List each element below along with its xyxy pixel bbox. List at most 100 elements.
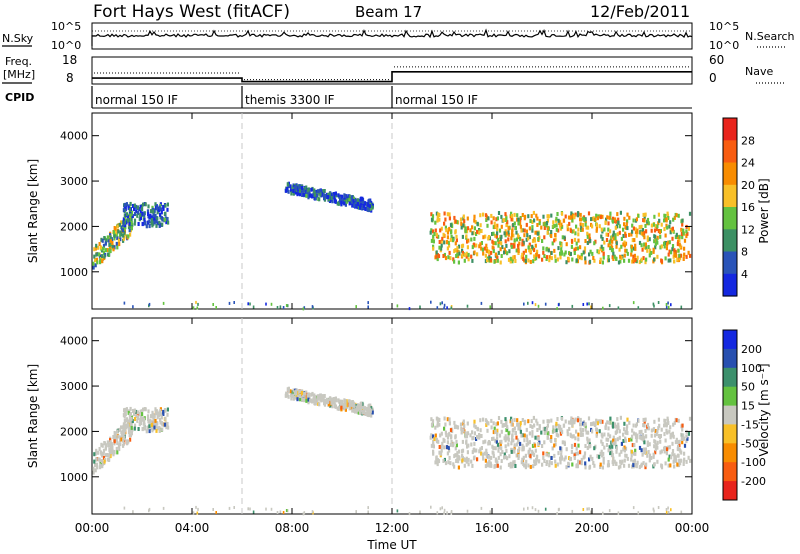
power-cell xyxy=(463,258,466,263)
power-cell xyxy=(162,207,165,211)
velocity-cell xyxy=(525,442,528,447)
power-cell xyxy=(491,239,494,244)
velocity-cell xyxy=(333,397,336,401)
velocity-cell xyxy=(615,424,618,429)
power-cell xyxy=(438,240,441,244)
power-cell xyxy=(608,304,611,308)
power-cell xyxy=(157,221,160,226)
power-cell xyxy=(582,303,585,306)
velocity-cell xyxy=(465,459,468,464)
power-cell xyxy=(510,211,513,216)
power-cell xyxy=(580,256,583,261)
power-cell xyxy=(141,222,144,227)
power-cell xyxy=(330,192,333,197)
power-cell xyxy=(321,189,325,194)
velocity-cell xyxy=(616,437,619,442)
power-cell xyxy=(522,240,525,245)
velocity-cell xyxy=(93,459,96,464)
power-cell xyxy=(669,230,672,235)
power-cell xyxy=(346,198,349,203)
velocity-cell xyxy=(319,397,322,402)
velocity-cell xyxy=(162,506,165,510)
velocity-cell xyxy=(626,417,629,422)
velocity-cell xyxy=(160,415,163,420)
colorbar-tick-label: 15 xyxy=(741,400,755,413)
velocity-cell xyxy=(617,465,621,470)
power-cell xyxy=(448,226,451,231)
velocity-cell xyxy=(445,433,448,438)
velocity-cell xyxy=(286,509,289,513)
power-cell xyxy=(364,201,367,206)
velocity-cell xyxy=(515,435,518,440)
velocity-cell xyxy=(612,438,615,443)
power-cell xyxy=(465,229,469,234)
power-cell xyxy=(303,186,306,191)
power-cell xyxy=(588,259,592,264)
power-cell xyxy=(106,235,109,240)
velocity-cell xyxy=(366,412,369,417)
power-cell xyxy=(650,228,653,233)
power-cell xyxy=(368,198,371,203)
freq-tick-top: 18 xyxy=(62,53,77,67)
velocity-cell xyxy=(654,447,657,452)
power-cell xyxy=(644,242,647,247)
velocity-cell xyxy=(471,436,474,441)
power-cell xyxy=(640,243,643,248)
power-cell xyxy=(571,304,574,308)
velocity-cell xyxy=(623,458,626,463)
velocity-cell xyxy=(434,425,437,430)
power-cell xyxy=(158,205,161,210)
power-cell xyxy=(538,254,541,259)
power-cell xyxy=(362,200,365,204)
velocity-cell xyxy=(683,451,686,456)
power-cell xyxy=(620,236,623,241)
velocity-cell xyxy=(622,439,625,443)
power-cell xyxy=(302,307,305,311)
velocity-cell xyxy=(594,422,597,427)
power-cell xyxy=(663,227,666,232)
velocity-cell xyxy=(436,423,439,428)
velocity-cell xyxy=(166,412,169,417)
velocity-cell xyxy=(457,449,461,454)
velocity-cell xyxy=(451,443,455,448)
power-cell xyxy=(586,234,589,239)
power-cell xyxy=(558,220,561,225)
power-cell xyxy=(97,245,100,250)
power-cell xyxy=(122,233,125,238)
colorbar-tick-label: 50 xyxy=(741,381,755,394)
velocity-cell xyxy=(350,400,354,405)
velocity-cell xyxy=(622,432,625,437)
velocity-cell xyxy=(513,460,516,465)
velocity-cell xyxy=(437,417,440,422)
power-cell xyxy=(115,241,118,246)
power-cell xyxy=(441,301,443,305)
velocity-cell xyxy=(157,426,160,431)
power-cell xyxy=(133,207,136,212)
velocity-cell xyxy=(632,459,635,464)
power-cell xyxy=(613,254,616,259)
velocity-cell xyxy=(570,449,573,454)
cpid-mode-label: normal 150 IF xyxy=(395,93,478,107)
velocity-cell xyxy=(671,441,674,446)
power-cell xyxy=(612,216,615,221)
velocity-cell xyxy=(645,434,648,439)
power-cell xyxy=(465,254,468,259)
y-tick-label: 4000 xyxy=(60,130,88,143)
velocity-cell xyxy=(123,407,127,412)
power-cell xyxy=(124,223,127,228)
power-cell xyxy=(527,258,530,263)
velocity-cell xyxy=(482,440,485,445)
velocity-cell xyxy=(626,424,629,429)
power-cell xyxy=(113,234,116,239)
velocity-cell xyxy=(500,459,503,463)
velocity-cell xyxy=(567,420,571,425)
velocity-cell xyxy=(507,462,511,467)
power-cell xyxy=(358,202,361,207)
velocity-cell xyxy=(630,437,633,442)
velocity-cell xyxy=(139,414,142,419)
nave-tick-bottom: 0 xyxy=(709,71,717,85)
velocity-cell xyxy=(541,462,544,467)
velocity-cell xyxy=(116,441,119,445)
velocity-cell xyxy=(668,454,671,459)
power-cell xyxy=(133,212,137,216)
